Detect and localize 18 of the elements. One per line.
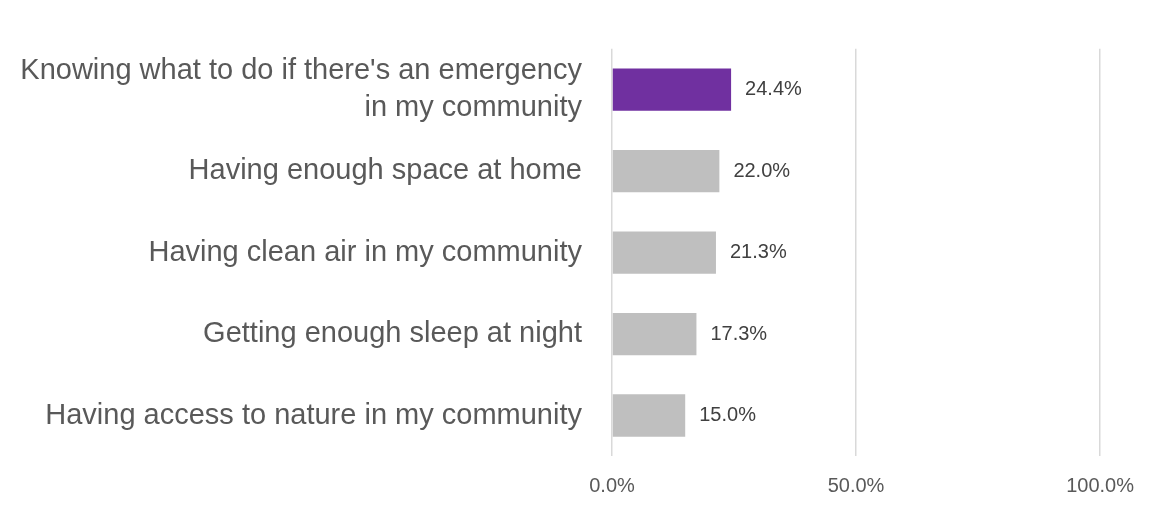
y-tick-label: Having access to nature in my community xyxy=(45,397,583,430)
y-tick-label: Having enough space at home xyxy=(188,153,582,186)
data-label: 24.4% xyxy=(745,77,803,100)
data-label: 15.0% xyxy=(699,403,757,426)
data-label: 22.0% xyxy=(733,158,791,181)
bar xyxy=(612,149,720,193)
x-tick-label: 50.0% xyxy=(827,473,885,496)
bar xyxy=(612,68,732,111)
x-tick-label: 100.0% xyxy=(1066,473,1135,496)
bar xyxy=(612,394,686,437)
bar xyxy=(612,231,716,274)
bar xyxy=(612,312,697,356)
y-tick-label: Knowing what to do if there's an emergency in my community xyxy=(20,52,583,123)
data-label: 21.3% xyxy=(729,240,787,263)
y-tick-label: Getting enough sleep at night xyxy=(203,316,582,349)
data-label: 17.3% xyxy=(710,321,768,344)
x-tick-label: 0.0% xyxy=(589,473,636,496)
y-tick-label: Having clean air in my community xyxy=(148,234,583,267)
